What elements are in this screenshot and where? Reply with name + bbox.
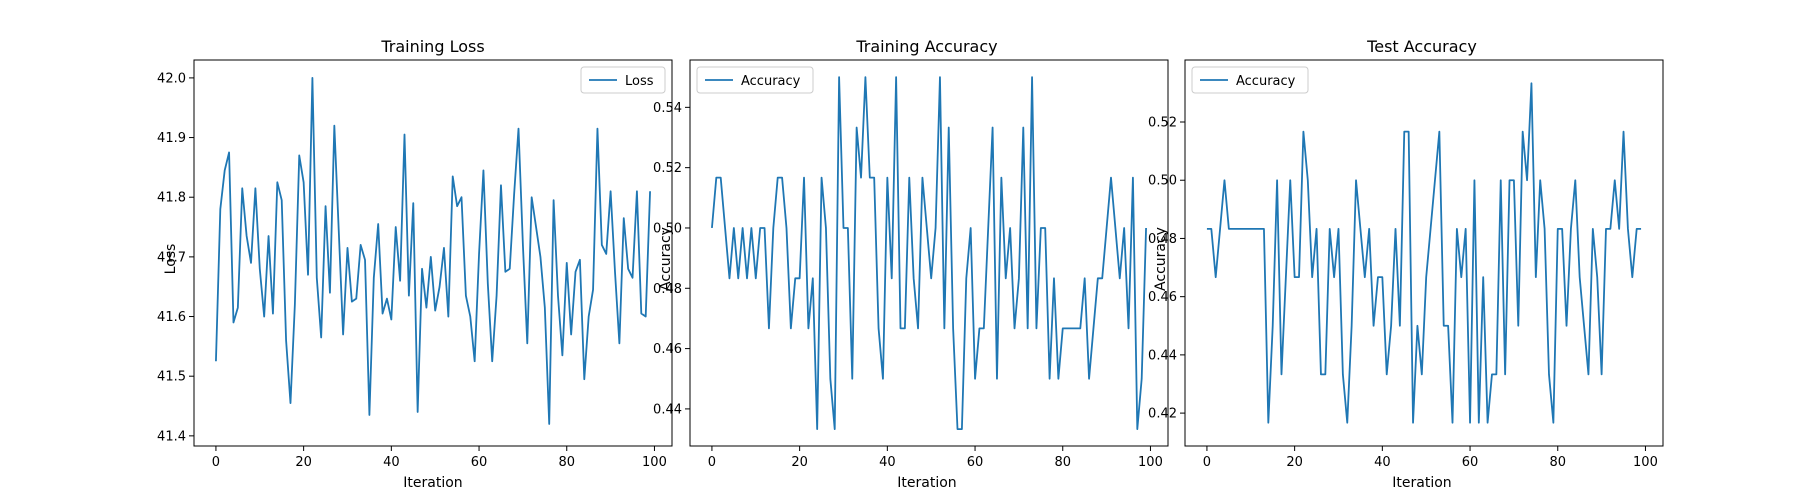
- x-tick-label: 0: [212, 455, 220, 470]
- x-tick-label: 40: [383, 455, 400, 470]
- y-tick-label: 0.46: [653, 342, 682, 357]
- y-tick-label: 0.50: [653, 221, 682, 236]
- y-tick-label: 41.6: [157, 310, 186, 325]
- chart-title: Training Loss: [380, 37, 484, 56]
- x-tick-label: 100: [1633, 455, 1658, 470]
- chart-panel-test-accuracy: Test Accuracy Iteration Accuracy 0 20 40 60…: [1148, 37, 1664, 491]
- x-tick-label: 80: [1054, 455, 1071, 470]
- y-tick-label: 0.42: [1148, 407, 1177, 422]
- x-axis-label: Iteration: [897, 475, 956, 491]
- y-axis-label: Accuracy: [1153, 227, 1169, 291]
- chart-title: Test Accuracy: [1366, 37, 1477, 56]
- y-tick-label: 41.7: [157, 250, 186, 265]
- legend-label: Loss: [625, 74, 654, 89]
- y-tick-label: 0.48: [653, 282, 682, 297]
- legend-box: [580, 66, 666, 94]
- y-tick-label: 0.50: [1148, 174, 1177, 189]
- x-axis-label: Iteration: [403, 475, 462, 491]
- y-axis-label: Accuracy: [658, 227, 674, 291]
- x-tick-label: 60: [967, 455, 984, 470]
- legend-box: [696, 66, 814, 94]
- axes-frame: [1184, 59, 1664, 447]
- x-tick-label: 0: [708, 455, 716, 470]
- y-tick-label: 0.54: [653, 101, 682, 116]
- legend: Loss: [580, 66, 666, 94]
- y-tick-label: 0.44: [1148, 348, 1177, 363]
- y-tick-label: 41.9: [157, 131, 186, 146]
- x-tick-label: 60: [471, 455, 488, 470]
- plot-area: 0 20 40 60 80 100 0.44 0.46 0.48 0.50 0.52 0.54 Accu…: [653, 59, 1169, 470]
- x-axis-label: Iteration: [1392, 475, 1451, 491]
- y-tick-label: 0.52: [653, 161, 682, 176]
- x-tick-label: 60: [1462, 455, 1479, 470]
- axes-frame: [689, 59, 1169, 447]
- x-tick-label: 0: [1203, 455, 1211, 470]
- plot-area: 0 20 40 60 80 100 0.42 0.44 0.46 0.48 0.50 0.52 Accu…: [1148, 59, 1664, 470]
- legend-label: Accuracy: [1236, 74, 1296, 89]
- legend: Accuracy: [1191, 66, 1309, 94]
- legend: Accuracy: [696, 66, 814, 94]
- y-tick-label: 0.48: [1148, 232, 1177, 247]
- x-tick-label: 20: [791, 455, 808, 470]
- legend-label: Accuracy: [741, 74, 801, 89]
- chart-title: Training Accuracy: [855, 37, 997, 56]
- y-tick-label: 41.5: [157, 370, 186, 385]
- y-tick-label: 0.46: [1148, 290, 1177, 305]
- x-tick-label: 40: [879, 455, 896, 470]
- x-tick-label: 20: [295, 455, 312, 470]
- series-line: [1206, 82, 1642, 424]
- y-tick-label: 0.52: [1148, 116, 1177, 131]
- y-axis-label: Loss: [163, 244, 179, 275]
- x-tick-label: 100: [1138, 455, 1163, 470]
- legend-box: [1191, 66, 1309, 94]
- y-tick-label: 42.0: [157, 71, 186, 86]
- x-tick-label: 40: [1374, 455, 1391, 470]
- x-tick-label: 100: [642, 455, 667, 470]
- series-line: [215, 77, 651, 425]
- y-tick-label: 41.8: [157, 191, 186, 206]
- chart-panel-training-loss: Training Loss Iteration Loss 0 20 40 60 80 10…: [157, 37, 673, 491]
- x-tick-label: 80: [558, 455, 575, 470]
- chart-panel-training-accuracy: Training Accuracy Iteration Accuracy 0 20…: [653, 37, 1169, 491]
- plot-area: 0 20 40 60 80 100 41.4 41.5 41.6 41.7 41.8 41.9 42.0…: [157, 59, 673, 470]
- axes-frame: [193, 59, 673, 447]
- y-tick-label: 41.4: [157, 429, 186, 444]
- series-line: [711, 76, 1147, 431]
- y-tick-label: 0.44: [653, 402, 682, 417]
- x-tick-label: 20: [1286, 455, 1303, 470]
- x-tick-label: 80: [1549, 455, 1566, 470]
